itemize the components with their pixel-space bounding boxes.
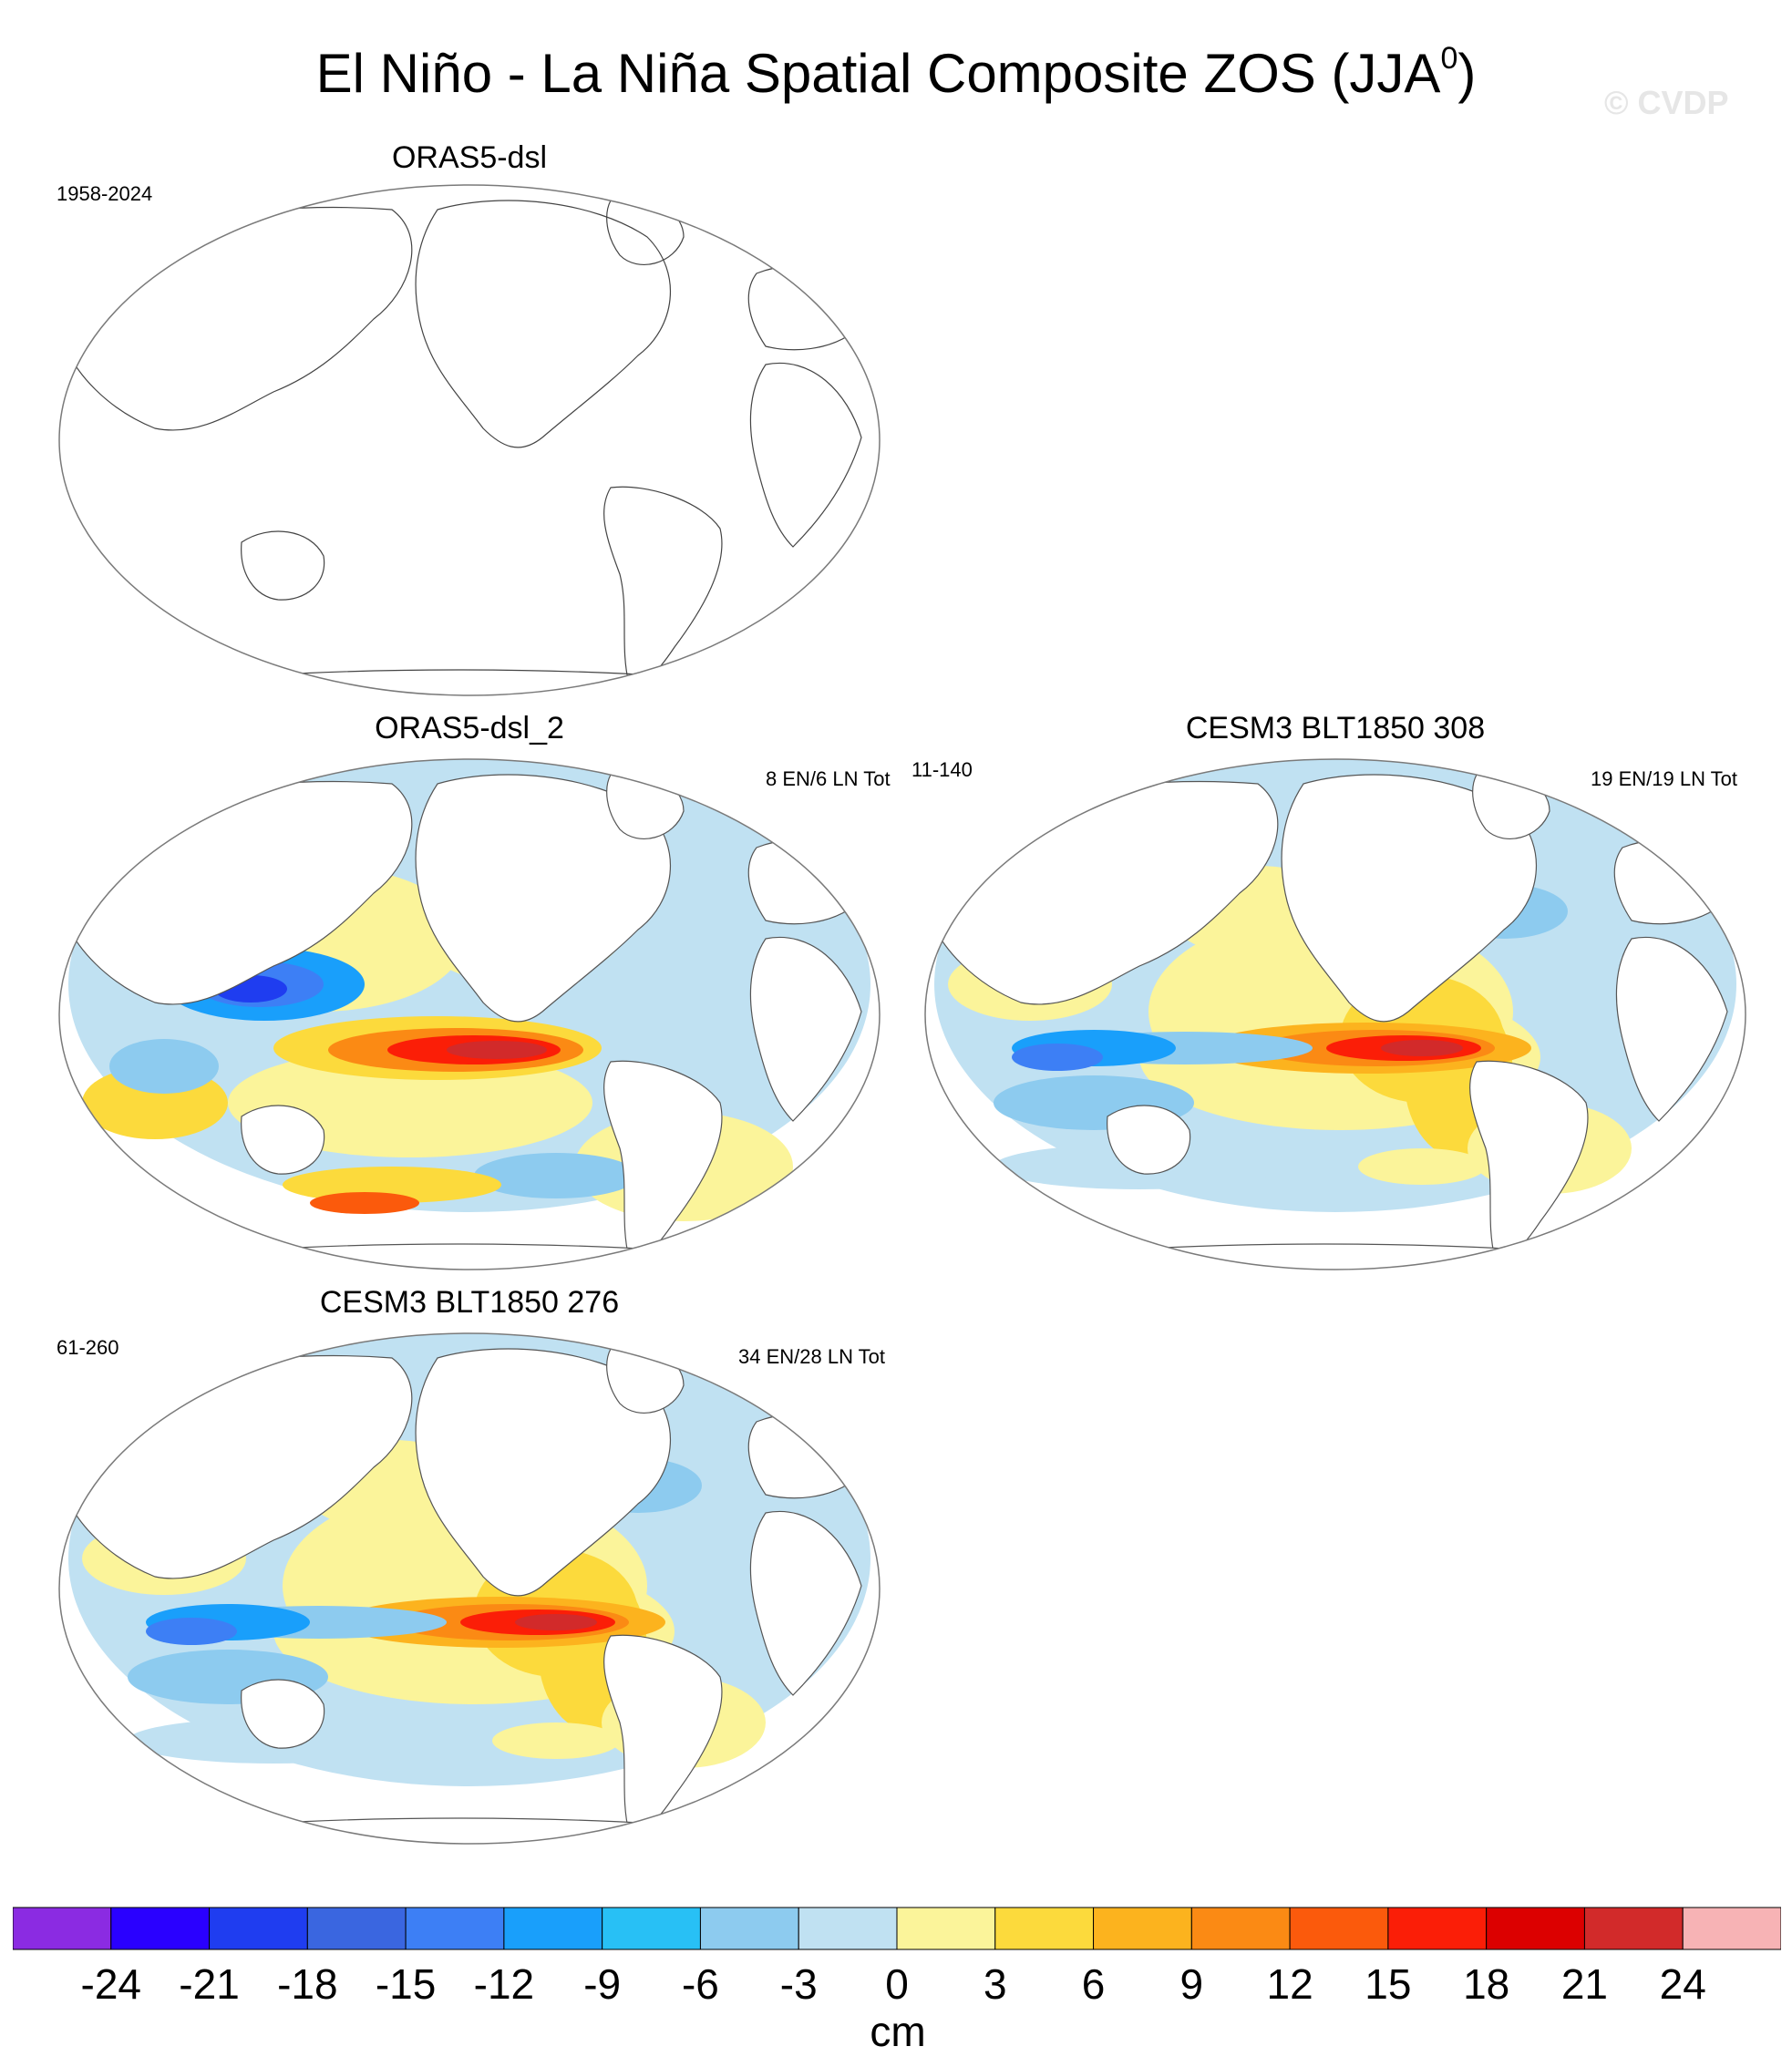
land-mass xyxy=(747,839,867,925)
colorbar-tick-label: -24 xyxy=(80,1960,142,2008)
colorbar-tick-label: 6 xyxy=(1081,1960,1106,2008)
colorbar-units: cm xyxy=(870,2008,926,2055)
land-mass xyxy=(172,1243,757,1270)
map-panel-oras5-dsl: ORAS5-dsl 1958-2024 xyxy=(46,137,884,702)
land-mass xyxy=(1613,839,1733,925)
colorbar-swatch xyxy=(1486,1907,1585,1950)
map-panel-cesm3-276: CESM3 BLT1850 276 61-260 34 EN/28 LN Tot xyxy=(46,1285,886,1850)
panel-event-count-note: 8 EN/6 LN Tot xyxy=(766,767,891,790)
colorbar-swatch xyxy=(13,1907,112,1950)
colorbar-tick-label: 18 xyxy=(1463,1960,1510,2008)
anomaly-region xyxy=(474,1153,638,1198)
colorbar-tick-label: 15 xyxy=(1365,1960,1412,2008)
world-map xyxy=(58,758,881,1270)
panel-period-note: 11-140 xyxy=(911,758,973,781)
figure-title-close: ) xyxy=(1457,43,1477,104)
land-mass xyxy=(749,936,862,1122)
colorbar-swatch xyxy=(405,1907,505,1950)
land-mass xyxy=(1107,1105,1191,1175)
map-border xyxy=(58,1332,881,1845)
colorbar-tick-label: -18 xyxy=(277,1960,338,2008)
land-mass xyxy=(241,1105,325,1175)
land-mass xyxy=(241,1679,325,1749)
panel-period-note: 1958-2024 xyxy=(57,182,153,205)
map-field xyxy=(59,759,880,1270)
panel-title: ORAS5-dsl xyxy=(391,140,548,175)
coastline xyxy=(415,200,671,448)
panel-title: CESM3 BLT1850 276 xyxy=(319,1285,620,1320)
panel-title: ORAS5-dsl_2 xyxy=(375,711,564,746)
land-mass xyxy=(749,1510,862,1696)
colorbar-swatch xyxy=(1387,1907,1488,1950)
colorbar-swatch xyxy=(1190,1907,1291,1950)
anomaly-region xyxy=(109,1039,219,1094)
anomaly-region xyxy=(1381,1040,1463,1056)
colorbar-swatch xyxy=(1093,1907,1192,1950)
coastline xyxy=(749,362,862,548)
colorbar-tick-label: 12 xyxy=(1266,1960,1313,2008)
colorbar-tick-label: 24 xyxy=(1659,1960,1706,2008)
colorbar-swatch xyxy=(699,1907,799,1950)
colorbar xyxy=(13,1907,1781,1950)
anomaly-region xyxy=(310,1192,419,1214)
panel-event-count-note: 19 EN/19 LN Tot xyxy=(1591,767,1738,790)
land-mass xyxy=(1615,936,1728,1122)
colorbar-swatch xyxy=(798,1907,898,1950)
map-border xyxy=(58,758,881,1270)
colorbar-tick-label: -3 xyxy=(779,1960,818,2008)
map-field xyxy=(925,759,1746,1270)
colorbar-swatch xyxy=(994,1907,1095,1950)
land-mass xyxy=(172,1817,757,1844)
world-map xyxy=(58,184,881,696)
watermark: © CVDP xyxy=(1604,84,1729,121)
figure-title-superscript: 0 xyxy=(1440,41,1458,76)
anomaly-region xyxy=(1012,1044,1103,1071)
panel-event-count-note: 34 EN/28 LN Tot xyxy=(738,1345,886,1368)
colorbar-tick-label: 21 xyxy=(1560,1960,1609,2008)
colorbar-tick-label: -6 xyxy=(681,1960,719,2008)
map-field xyxy=(59,1333,880,1844)
colorbar-swatch xyxy=(306,1907,407,1950)
colorbar-swatch xyxy=(1583,1907,1684,1950)
colorbar-tick-label: -9 xyxy=(583,1960,622,2008)
anomaly-region xyxy=(1358,1148,1486,1185)
panel-period-note: 61-260 xyxy=(57,1336,119,1359)
colorbar-swatch xyxy=(1682,1907,1781,1950)
colorbar-swatch xyxy=(503,1907,603,1950)
map-field xyxy=(59,185,880,695)
anomaly-region xyxy=(492,1722,620,1759)
colorbar-tick-label: 9 xyxy=(1179,1960,1204,2008)
land-mass xyxy=(1038,1243,1623,1270)
ocean-background xyxy=(59,185,880,695)
colorbar-swatch xyxy=(209,1907,308,1950)
map-border xyxy=(924,758,1746,1270)
colorbar-tick-label: 0 xyxy=(885,1960,909,2008)
colorbar-tick-label: 3 xyxy=(983,1960,1007,2008)
anomaly-region xyxy=(447,1041,547,1059)
colorbar-swatch xyxy=(1289,1907,1389,1950)
anomaly-region xyxy=(515,1614,597,1630)
coastline xyxy=(241,530,325,601)
world-map xyxy=(924,758,1746,1270)
panel-title: CESM3 BLT1850 308 xyxy=(1185,711,1486,746)
map-panel-cesm3-308: CESM3 BLT1850 308 19 EN/19 LN Tot xyxy=(911,711,1750,1276)
colorbar-swatch xyxy=(896,1907,996,1950)
colorbar-swatch xyxy=(602,1907,701,1950)
anomaly-region xyxy=(146,1618,237,1645)
colorbar-tick-label: -15 xyxy=(375,1960,437,2008)
map-panel-oras5-dsl-2: ORAS5-dsl_2 8 EN/6 LN Tot 11-140 xyxy=(46,711,973,1276)
colorbar-tick-label: -21 xyxy=(179,1960,240,2008)
figure-title: El Niño - La Niña Spatial Composite ZOS … xyxy=(0,26,1792,107)
colorbar-tick-label: -12 xyxy=(473,1960,535,2008)
world-map xyxy=(58,1332,881,1845)
colorbar-swatch xyxy=(110,1907,211,1950)
figure-title-text: El Niño - La Niña Spatial Composite ZOS … xyxy=(315,43,1441,104)
map-border xyxy=(58,184,881,696)
land-mass xyxy=(747,1414,867,1499)
